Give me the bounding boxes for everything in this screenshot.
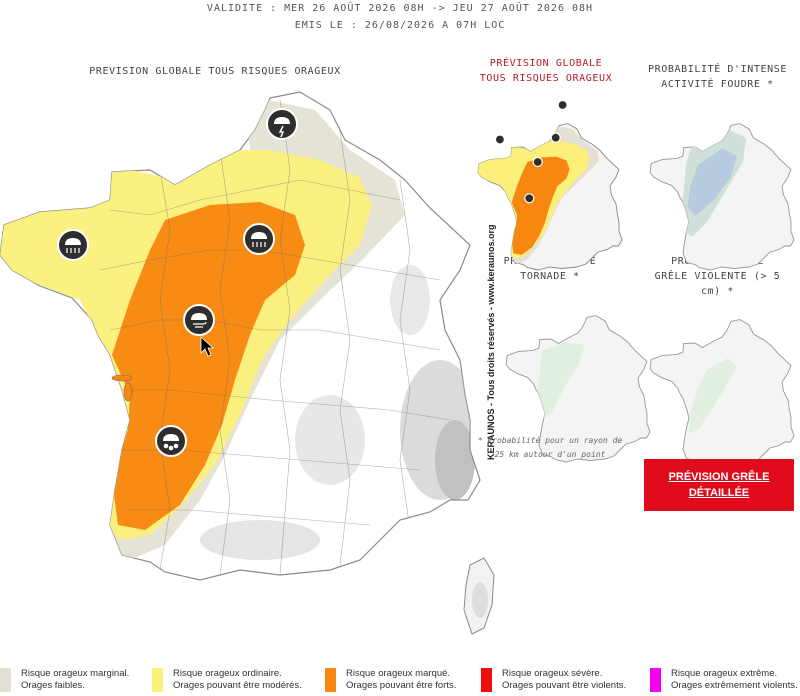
ile-de-re	[111, 374, 133, 382]
legend-swatch-extreme	[650, 668, 661, 692]
validity-text: VALIDITE : MER 26 AOÛT 2026 08H -> JEU 2…	[206, 3, 594, 14]
mini-map-lightning-title: PROBABILITÉ D'INTENSE ACTIVITÉ FOUDRE *	[647, 64, 788, 90]
main-map-title: PREVISION GLOBALE TOUS RISQUES ORAGEUX	[89, 66, 341, 77]
mini-map-global[interactable]	[477, 99, 623, 271]
mouse-cursor	[200, 336, 215, 357]
maps-canvas	[0, 91, 795, 635]
legend-item-severe: Risque orageux sévère. Orages pouvant êt…	[481, 668, 626, 692]
legend-swatch-marginal	[0, 668, 11, 692]
probability-footnote: * Probabilité pour un rayon de 25 km aut…	[477, 436, 623, 459]
main-map	[0, 91, 495, 635]
legend-item-ordinary: Risque orageux ordinaire. Orages pouvant…	[152, 668, 302, 692]
wind-cloud-icon	[183, 304, 215, 336]
ile-d-oleron	[123, 382, 133, 402]
legend-swatch-severe	[481, 668, 492, 692]
mini-map-global-title: PRÉVISION GLOBALE TOUS RISQUES ORAGEUX	[479, 58, 613, 84]
mini-map-tornado[interactable]	[505, 315, 651, 463]
copyright-credit: KERAUNOS - Tous droits réservés - www.ke…	[486, 224, 496, 460]
mini-map-hail[interactable]	[649, 319, 795, 467]
thunderstorm-icon	[266, 108, 298, 140]
legend-swatch-ordinary	[152, 668, 163, 692]
legend-item-extreme: Risque orageux extrême. Orages extrêmeme…	[650, 668, 798, 692]
department-borders	[99, 99, 451, 576]
rain-cloud-icon	[57, 229, 89, 261]
validity-header: VALIDITE : MER 26 AOÛT 2026 08H -> JEU 2…	[0, 0, 800, 34]
hail-cloud-icon	[155, 425, 187, 457]
legend-swatch-marked	[325, 668, 336, 692]
rain-cloud-icon	[243, 223, 275, 255]
legend-item-marked: Risque orageux marqué. Orages pouvant êt…	[325, 668, 456, 692]
risk-legend: Risque orageux marginal. Orages faibles.…	[0, 664, 800, 696]
mini-map-lightning[interactable]	[649, 123, 795, 271]
detailed-hail-forecast-button[interactable]: PRÉVISION GRÊLE DÉTAILLÉE	[644, 459, 794, 511]
legend-item-marginal: Risque orageux marginal. Orages faibles.	[0, 668, 129, 692]
issued-text: EMIS LE : 26/08/2026 A 07H LOC	[294, 20, 506, 31]
